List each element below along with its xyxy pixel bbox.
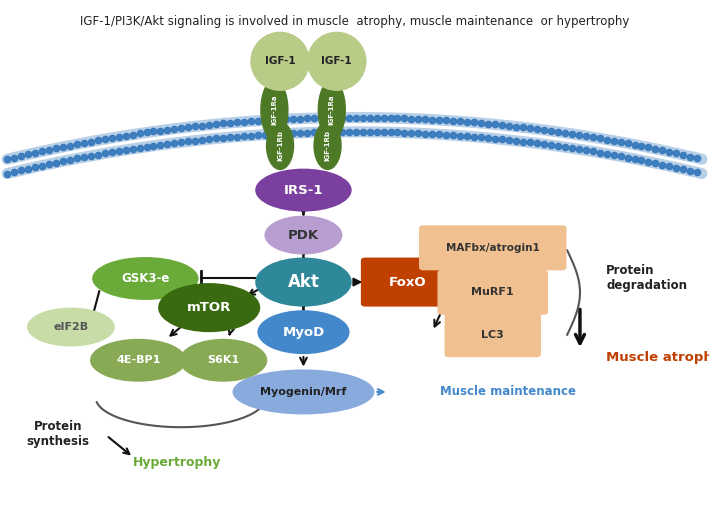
Ellipse shape: [257, 310, 350, 354]
Ellipse shape: [266, 121, 294, 170]
Text: IRS-1: IRS-1: [284, 183, 323, 197]
Text: Myogenin/Mrf: Myogenin/Mrf: [260, 387, 347, 397]
Text: IGF-1Rb: IGF-1Rb: [277, 130, 283, 161]
Text: Muscle atrophy: Muscle atrophy: [606, 351, 709, 364]
Ellipse shape: [318, 79, 346, 141]
Text: IGF-1Ra: IGF-1Ra: [272, 95, 277, 125]
Ellipse shape: [179, 339, 267, 382]
Ellipse shape: [255, 258, 352, 307]
Text: GSK3-e: GSK3-e: [121, 272, 169, 285]
Text: MyoD: MyoD: [282, 326, 325, 339]
Ellipse shape: [255, 169, 352, 212]
Text: IGF-1Ra: IGF-1Ra: [329, 95, 335, 125]
Ellipse shape: [313, 121, 342, 170]
Ellipse shape: [90, 339, 186, 382]
Text: 4E-BP1: 4E-BP1: [116, 355, 160, 365]
Text: IGF-1: IGF-1: [264, 56, 296, 66]
Ellipse shape: [260, 79, 289, 141]
Text: IGF-1Rb: IGF-1Rb: [325, 130, 330, 161]
Ellipse shape: [264, 216, 342, 254]
FancyBboxPatch shape: [437, 270, 548, 315]
FancyBboxPatch shape: [419, 225, 566, 270]
Text: Protein
synthesis: Protein synthesis: [27, 421, 89, 448]
Text: FoxO: FoxO: [389, 275, 427, 289]
Ellipse shape: [307, 32, 367, 91]
Text: Muscle maintenance: Muscle maintenance: [440, 385, 576, 399]
Text: IGF-1: IGF-1: [321, 56, 352, 66]
Text: mTOR: mTOR: [187, 301, 231, 314]
Text: Akt: Akt: [288, 273, 319, 291]
Text: PDK: PDK: [288, 228, 319, 242]
Ellipse shape: [233, 369, 374, 414]
Ellipse shape: [92, 257, 199, 300]
FancyBboxPatch shape: [445, 312, 541, 357]
Ellipse shape: [250, 32, 310, 91]
Text: Hypertrophy: Hypertrophy: [133, 456, 221, 469]
Text: S6K1: S6K1: [207, 355, 240, 365]
Text: LC3: LC3: [481, 330, 504, 340]
Text: MuRF1: MuRF1: [471, 287, 514, 297]
Text: eIF2B: eIF2B: [53, 322, 89, 332]
Text: IGF-1/PI3K/Akt signaling is involved in muscle  atrophy, muscle maintenance  or : IGF-1/PI3K/Akt signaling is involved in …: [80, 15, 629, 28]
Ellipse shape: [158, 283, 260, 332]
FancyBboxPatch shape: [361, 258, 454, 307]
Text: Protein
degradation: Protein degradation: [606, 265, 687, 292]
Ellipse shape: [27, 308, 115, 346]
Text: MAFbx/atrogin1: MAFbx/atrogin1: [446, 243, 540, 253]
